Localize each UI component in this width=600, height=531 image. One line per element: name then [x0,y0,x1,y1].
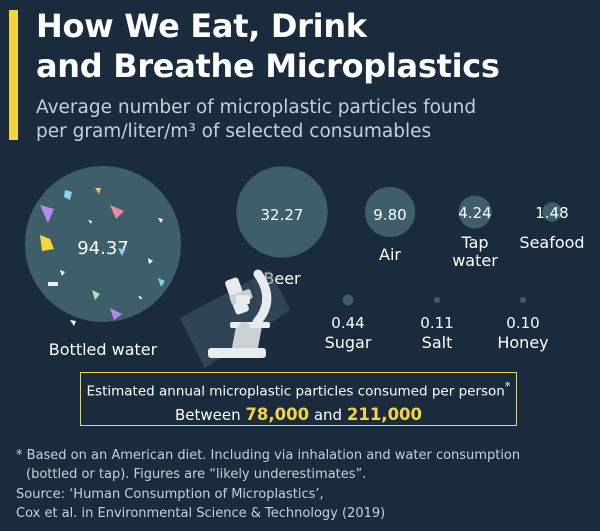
summary-heading: Estimated annual microplastic particles … [86,383,505,400]
bubble-air [364,186,416,238]
summary-text: Estimated annual microplastic particles … [81,380,516,400]
plastic-fragment [92,290,100,300]
category-label-bottled-water: Bottled water [49,340,158,359]
category-label-beer: Beer [263,269,301,288]
plastic-fragment [40,235,54,251]
plastic-fragment [95,188,101,194]
bubble-bottled-water [25,166,181,322]
plastic-fragment [88,220,92,224]
page-title: How We Eat, Drink and Breathe Microplast… [36,6,500,86]
subtitle: Average number of microplastic particles… [36,96,476,144]
footnote: * Based on an American diet. Including v… [16,446,520,484]
summary-range: Between 78,000 and 211,000 [81,405,516,424]
bubble-tap-water [458,195,492,229]
value-label-sugar: 0.44 [331,314,364,332]
microscope-icon [180,269,290,368]
category-label-tap-water: Tap water [452,233,498,270]
category-label-seafood: Seafood [519,233,584,252]
bubble-salt [434,297,440,303]
value-label-seafood: 1.48 [535,204,568,222]
source-line-1: Source: ‘Human Consumption of Microplast… [16,487,324,502]
category-label-sugar: Sugar [325,333,372,352]
summary-between: Between [174,405,241,424]
summary-asterisk: * [504,380,511,393]
plastic-fragment [110,308,122,320]
bubble-beer [236,166,328,258]
value-label-beer: 32.27 [261,206,304,224]
value-label-honey: 0.10 [506,314,539,332]
plastic-fragment [64,190,72,200]
value-label-bottled-water: 94.37 [77,238,129,259]
plastic-fragment [110,205,124,219]
bubble-honey [520,297,526,303]
plastic-fragment [148,258,153,264]
footnote-line-2: (bottled or tap). Figures are “likely un… [26,467,367,482]
value-label-tap-water: 4.24 [458,204,491,222]
plastic-fragments [40,188,165,326]
plastic-fragment [158,278,165,287]
accent-bar [9,10,18,140]
bubble-chart: 94.37 Bottled water 32.27 Beer 9.80 Air 4.24 Ta… [25,166,585,368]
title-line-1: How We Eat, Drink [36,7,367,45]
plastic-fragment [60,270,65,276]
plastic-fragment [40,205,54,223]
subtitle-line-2: per gram/liter/m³ of selected consumable… [36,121,432,142]
plastic-fragment [48,282,58,286]
value-label-air: 9.80 [373,206,406,224]
title-line-2: and Breathe Microplastics [36,47,500,85]
bubble-seafood [542,202,562,222]
subtitle-line-1: Average number of microplastic particles… [36,97,477,118]
summary-and: and [313,405,343,424]
value-label-salt: 0.11 [420,314,453,332]
plastic-fragment [158,218,163,223]
footnote-line-1: * Based on an American diet. Including v… [16,448,521,463]
plastic-fragment [118,248,125,256]
plastic-fragment [70,320,76,326]
category-label-air: Air [379,245,401,264]
summary-box: Estimated annual microplastic particles … [80,372,517,426]
source-note: Source: ‘Human Consumption of Microplast… [16,485,385,523]
plastic-fragment [138,296,142,300]
bubble-sugar [342,294,354,306]
source-line-2: Cox et al. in Environmental Science & Te… [16,506,386,521]
summary-high-value: 211,000 [346,404,423,424]
category-label-honey: Honey [497,333,548,352]
summary-low-value: 78,000 [245,404,310,424]
category-label-salt: Salt [422,333,453,352]
